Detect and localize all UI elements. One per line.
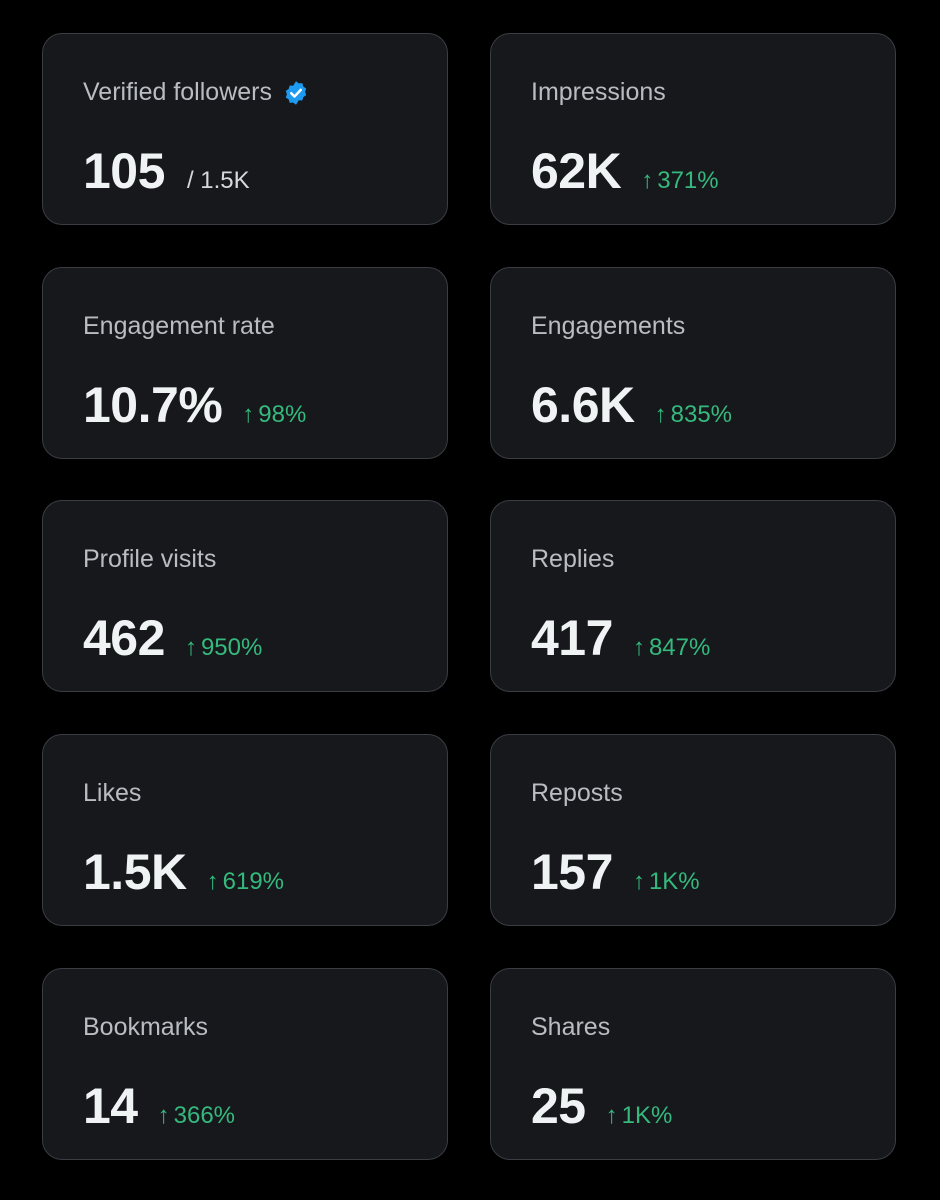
- arrow-up-icon: ↑: [632, 868, 645, 895]
- metric-value-row: 105 / 1.5K: [83, 142, 250, 200]
- metric-value: 1.5K: [83, 844, 187, 900]
- metric-value-row: 6.6K ↑ 835%: [531, 376, 732, 434]
- arrow-up-icon: ↑: [206, 868, 219, 895]
- metric-value: 105: [83, 143, 165, 199]
- metric-change-value: 847%: [648, 634, 711, 661]
- arrow-up-icon: ↑: [242, 401, 255, 428]
- metric-change-value: 98%: [258, 401, 307, 428]
- metric-card-replies[interactable]: Replies 417 ↑ 847%: [490, 500, 896, 692]
- metric-change: ↑ 835%: [655, 401, 732, 429]
- metric-card-likes[interactable]: Likes 1.5K ↑ 619%: [42, 734, 448, 926]
- metric-change: ↑ 950%: [185, 634, 262, 662]
- metric-value: 462: [83, 610, 165, 666]
- metric-card-shares[interactable]: Shares 25 ↑ 1K%: [490, 968, 896, 1160]
- metric-change-value: 371%: [657, 167, 719, 194]
- metric-label-container: Verified followers: [83, 78, 309, 107]
- metric-value-row: 10.7% ↑ 98%: [83, 376, 306, 434]
- metric-label: Replies: [531, 545, 615, 573]
- metric-value: 6.6K: [531, 377, 635, 433]
- verified-badge-icon: [285, 80, 307, 105]
- metric-card-bookmarks[interactable]: Bookmarks 14 ↑ 366%: [42, 968, 448, 1160]
- metric-value: 10.7%: [83, 377, 223, 433]
- metric-value-row: 62K ↑ 371%: [531, 142, 719, 200]
- metric-change-value: 950%: [200, 634, 263, 661]
- metric-change: ↑ 619%: [207, 868, 284, 896]
- metric-value: 62K: [531, 143, 622, 199]
- metric-label: Engagement rate: [83, 312, 275, 340]
- metric-card-profile-visits[interactable]: Profile visits 462 ↑ 950%: [42, 500, 448, 692]
- metric-change-value: 1K%: [621, 1102, 673, 1129]
- metric-label: Bookmarks: [83, 1013, 209, 1041]
- metric-value-row: 157 ↑ 1K%: [531, 843, 700, 901]
- metric-value: 157: [531, 844, 613, 900]
- metric-label: Impressions: [531, 78, 666, 106]
- metric-value-row: 25 ↑ 1K%: [531, 1077, 672, 1135]
- metric-value: 417: [531, 610, 613, 666]
- metric-value-row: 462 ↑ 950%: [83, 609, 262, 667]
- metric-label: Shares: [531, 1013, 611, 1041]
- metric-card-verified-followers[interactable]: Verified followers 105 / 1.5K: [42, 33, 448, 225]
- metric-total: / 1.5K: [186, 167, 250, 194]
- metric-change-value: 366%: [173, 1102, 236, 1129]
- metric-change-value: 1K%: [648, 868, 700, 895]
- metric-label: Verified followers: [83, 78, 272, 106]
- metric-value-row: 417 ↑ 847%: [531, 609, 710, 667]
- arrow-up-icon: ↑: [157, 1102, 170, 1129]
- arrow-up-icon: ↑: [641, 167, 654, 194]
- metric-label: Profile visits: [83, 545, 217, 573]
- metric-change: ↑ 1K%: [606, 1102, 673, 1130]
- metric-change: ↑ 1K%: [633, 868, 700, 896]
- metric-card-engagements[interactable]: Engagements 6.6K ↑ 835%: [490, 267, 896, 459]
- metric-label: Likes: [83, 779, 142, 807]
- arrow-up-icon: ↑: [654, 401, 667, 428]
- metric-change: ↑ 98%: [242, 401, 306, 429]
- arrow-up-icon: ↑: [605, 1102, 618, 1129]
- metric-change-value: 835%: [670, 401, 733, 428]
- metric-change: ↑ 366%: [158, 1102, 235, 1130]
- metric-card-engagement-rate[interactable]: Engagement rate 10.7% ↑ 98%: [42, 267, 448, 459]
- metric-value-row: 14 ↑ 366%: [83, 1077, 235, 1135]
- arrow-up-icon: ↑: [184, 634, 197, 661]
- metric-change-value: 619%: [222, 868, 285, 895]
- metric-value-row: 1.5K ↑ 619%: [83, 843, 284, 901]
- metric-card-reposts[interactable]: Reposts 157 ↑ 1K%: [490, 734, 896, 926]
- metric-change: ↑ 847%: [633, 634, 710, 662]
- metric-card-impressions[interactable]: Impressions 62K ↑ 371%: [490, 33, 896, 225]
- metric-label: Reposts: [531, 779, 623, 807]
- arrow-up-icon: ↑: [632, 634, 645, 661]
- metric-change: ↑ 371%: [641, 167, 718, 195]
- metric-value: 14: [83, 1078, 138, 1134]
- metric-value: 25: [531, 1078, 586, 1134]
- metric-label: Engagements: [531, 312, 686, 340]
